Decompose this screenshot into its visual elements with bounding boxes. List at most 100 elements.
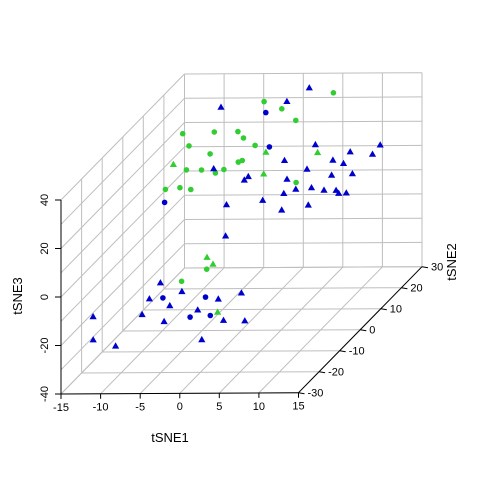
x-tick-label: 15 [292, 401, 304, 413]
data-point [278, 206, 286, 213]
y-tick-mark [380, 308, 387, 311]
x-tick-label: -15 [53, 402, 69, 414]
data-point [156, 279, 164, 286]
data-point [160, 295, 166, 301]
data-point [166, 301, 174, 309]
data-point [304, 201, 312, 208]
data-point [260, 170, 268, 177]
floor-grid [60, 266, 423, 395]
z-tick-label: 0 [39, 294, 51, 300]
y-tick-label: -20 [328, 367, 344, 379]
data-point [162, 186, 169, 193]
data-point [177, 184, 183, 191]
data-point [339, 159, 348, 166]
data-point [89, 336, 97, 343]
data-point [160, 317, 168, 325]
data-point [280, 156, 289, 163]
x-axis-title: tSNE1 [151, 430, 189, 445]
y-tick-mark [401, 287, 408, 290]
data-point [211, 129, 218, 135]
data-point [292, 185, 300, 192]
z-axis-title: tSNE3 [10, 277, 25, 315]
data-point [186, 143, 192, 149]
data-point [217, 103, 225, 110]
y-tick-label: -10 [349, 346, 365, 358]
data-point [235, 159, 242, 165]
data-point [214, 308, 222, 315]
data-point [207, 151, 213, 157]
data-point [187, 314, 193, 320]
y-tick-label: 10 [390, 304, 402, 316]
data-point [305, 84, 313, 91]
data-point [307, 184, 316, 191]
data-point [320, 186, 328, 193]
y-tick-mark [339, 350, 346, 353]
y-tick-label: -30 [308, 388, 324, 400]
data-point [237, 289, 245, 296]
y-tick-mark [360, 329, 367, 332]
data-point [179, 130, 186, 137]
data-point [263, 109, 269, 116]
data-point [209, 260, 217, 267]
data-point [210, 165, 218, 172]
left-wall-grid [60, 73, 185, 395]
data-point [235, 128, 241, 135]
data-point [178, 278, 185, 285]
data-point [188, 186, 194, 193]
grid-line [81, 371, 320, 374]
data-point [198, 167, 205, 173]
data-point [202, 294, 209, 300]
z-tick-label: 40 [39, 194, 51, 206]
data-point [214, 295, 222, 302]
data-point [240, 135, 247, 141]
data-point [203, 253, 211, 260]
y-axis-title: tSNE2 [444, 243, 459, 281]
data-points [89, 84, 384, 349]
data-point [161, 199, 168, 206]
data-point [203, 266, 210, 273]
data-point [259, 196, 267, 203]
data-point [178, 287, 186, 295]
data-point [252, 142, 258, 149]
data-point [240, 176, 248, 183]
data-point [314, 148, 322, 156]
data-point [219, 316, 228, 323]
data-point [293, 117, 299, 124]
z-tick-label: -20 [39, 338, 51, 354]
data-point [145, 295, 153, 302]
data-point [342, 189, 350, 196]
x-tick-label: -10 [93, 402, 109, 414]
grid-line [102, 350, 340, 353]
data-point [348, 170, 356, 177]
data-point [279, 106, 285, 112]
data-point [262, 148, 270, 155]
grid-line [143, 308, 381, 311]
x-tick-label: -5 [135, 402, 145, 414]
data-point [112, 342, 120, 349]
data-point [241, 317, 249, 324]
x-tick-label: 0 [177, 401, 183, 413]
y-tick-label: 20 [410, 283, 422, 295]
data-point [221, 166, 227, 173]
data-point [138, 310, 146, 318]
data-point [183, 167, 190, 173]
grid-line [184, 266, 423, 269]
data-point [89, 312, 97, 320]
data-point [311, 140, 319, 148]
data-point [328, 171, 336, 178]
data-point [293, 179, 299, 186]
data-point [207, 312, 214, 319]
grid-line [122, 329, 361, 332]
data-point [266, 144, 273, 150]
data-point [198, 335, 206, 343]
y-tick-label: 30 [431, 262, 443, 274]
y-tick-mark [421, 266, 429, 269]
data-point [330, 90, 337, 96]
data-point [283, 175, 291, 182]
data-point [332, 186, 340, 193]
data-point [368, 150, 377, 157]
z-tick-label: -40 [39, 386, 51, 402]
y-tick-mark [298, 392, 305, 395]
